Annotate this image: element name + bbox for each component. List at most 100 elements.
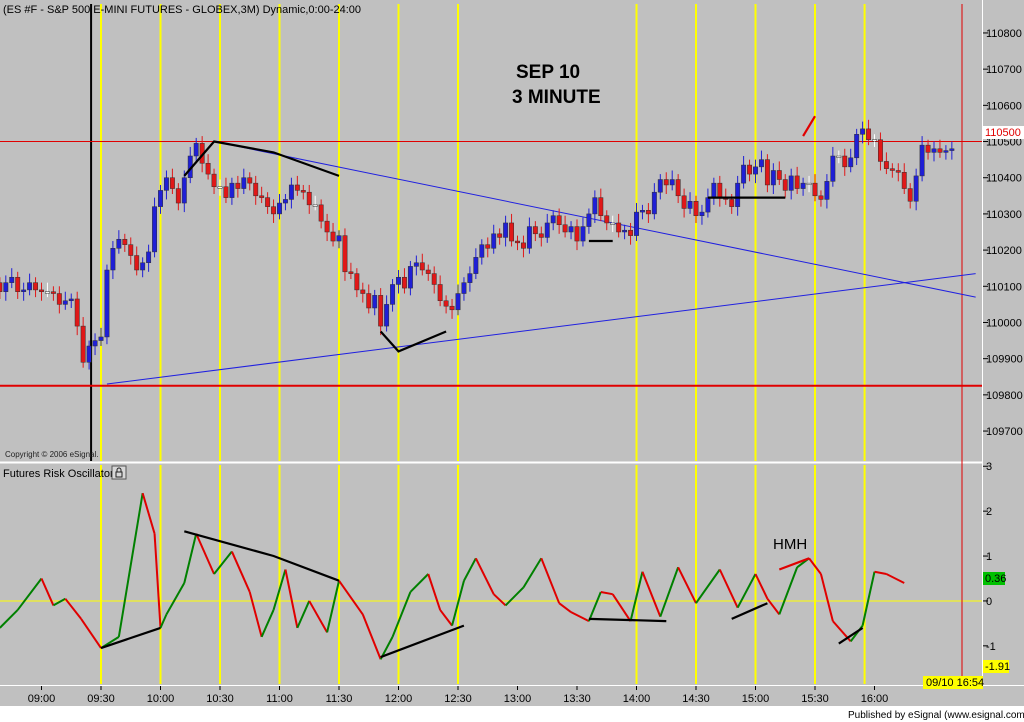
price-bar (152, 206, 158, 253)
price-bar (943, 150, 949, 153)
oscillator-segment (718, 569, 739, 609)
price-bar (509, 222, 515, 242)
price-bar (782, 179, 788, 191)
pattern-annotations (183, 115, 816, 353)
time-tick-label: 14:00 (623, 693, 651, 705)
oscillator-segment (439, 609, 453, 627)
price-bar (9, 276, 15, 283)
price-bar (3, 282, 9, 292)
oscillator-segment (659, 566, 680, 617)
oscillator-min-label: -1.91 (985, 661, 1010, 673)
price-bar (283, 199, 288, 204)
price-bar (568, 226, 574, 233)
price-bar (889, 168, 895, 171)
price-bar (485, 244, 491, 249)
price-bar (68, 298, 74, 302)
oscillator-segment (165, 582, 186, 615)
time-tick-label: 10:00 (147, 693, 175, 705)
oscillator-segment (587, 591, 602, 622)
date-label: 09/10 16:54 (926, 677, 984, 689)
hmh-annotation: HMH (773, 536, 807, 553)
oscillator-segment (308, 600, 328, 633)
lock-icon[interactable] (111, 465, 127, 480)
oscillator-segment (600, 590, 613, 596)
price-bar (872, 139, 877, 142)
oscillator-segment (874, 570, 887, 575)
price-tick-label: 110300 (986, 209, 1022, 221)
price-bar (824, 181, 830, 200)
oscillator-segment (451, 580, 465, 626)
price-bar (800, 182, 806, 189)
price-bar (306, 191, 312, 206)
price-bar (50, 291, 56, 294)
price-bar (443, 300, 449, 307)
oscillator-segment (230, 551, 251, 593)
price-bar (253, 182, 259, 197)
price-bar (164, 177, 169, 191)
oscillator-segment (159, 614, 168, 629)
price-bar (372, 295, 378, 309)
price-bar (110, 248, 116, 271)
oscillator-tick-label: 1 (986, 551, 992, 563)
time-tick-label: 12:30 (444, 693, 472, 705)
oscillator-segment (558, 602, 572, 613)
price-bar (62, 300, 68, 305)
price-bar (937, 148, 943, 153)
price-tick-label: 110200 (986, 245, 1022, 257)
price-bar (437, 284, 443, 302)
price-level-lines (0, 4, 982, 684)
price-tick-label: 109700 (986, 426, 1023, 438)
price-bar (622, 229, 628, 233)
last-price-marker: 110500 (983, 126, 1024, 139)
price-bar (544, 222, 550, 238)
oscillator-segment (861, 571, 876, 626)
price-bar (175, 188, 181, 204)
price-bar (277, 202, 282, 215)
oscillator-axis-ticks: -1 0 1 2 3 (983, 461, 996, 653)
oscillator-line (0, 492, 905, 660)
price-bar (193, 143, 199, 157)
price-bar (883, 161, 889, 169)
price-bar (21, 289, 27, 292)
price-bar (556, 215, 562, 226)
price-bar (360, 289, 366, 294)
price-bar (854, 134, 860, 159)
time-tick-label: 13:00 (504, 693, 532, 705)
price-bar (580, 226, 586, 242)
oscillator-segment (677, 566, 697, 604)
time-tick-label: 16:00 (861, 693, 889, 705)
price-bar (604, 215, 610, 224)
price-bar (521, 242, 526, 249)
oscillator-divergence-line (184, 530, 340, 582)
price-bar (675, 179, 681, 197)
price-bar (598, 197, 604, 216)
price-bar (562, 224, 568, 233)
price-bar (241, 177, 247, 189)
price-bar (776, 170, 782, 180)
price-bar (491, 233, 497, 249)
price-bar (919, 144, 925, 177)
price-bar (616, 222, 622, 233)
rising-trendline (106, 273, 976, 385)
oscillator-segment (64, 598, 82, 620)
oscillator-divergence-line (588, 617, 667, 623)
oscillator-segment (736, 573, 757, 609)
price-tick-label: 110700 (986, 64, 1022, 76)
oscillator-segment (522, 557, 543, 588)
price-bar (217, 186, 223, 189)
price-bar (705, 197, 711, 213)
time-tick-label: 11:30 (326, 693, 353, 705)
price-bar (497, 233, 503, 238)
price-bar (300, 190, 306, 193)
price-bar (878, 139, 883, 162)
price-bar (419, 262, 425, 271)
price-bar (729, 199, 735, 207)
time-axis-ticks: 09:00 09:30 10:00 10:30 11:00 11:30 12:00 12:30… (28, 686, 889, 705)
oscillator-segment (570, 611, 590, 623)
price-bar (390, 284, 396, 305)
price-bar (628, 229, 633, 236)
oscillator-segment (183, 533, 198, 584)
price-bar (366, 293, 372, 309)
oscillator-segment (296, 600, 311, 629)
price-bar (27, 282, 33, 291)
